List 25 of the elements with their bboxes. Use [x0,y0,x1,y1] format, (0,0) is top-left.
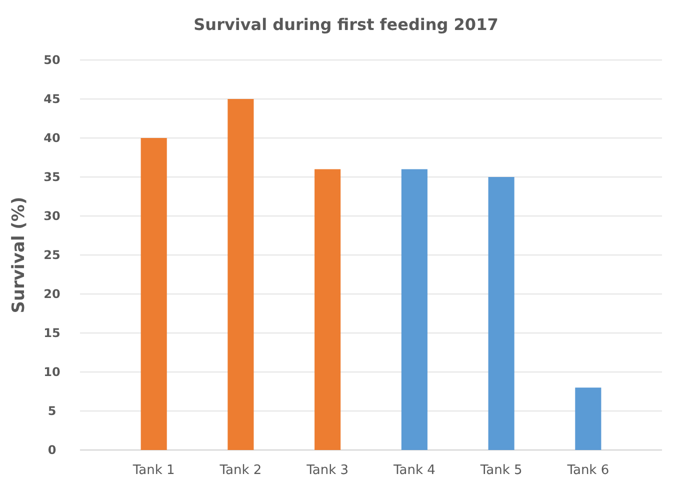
bar [140,138,167,450]
y-tick-label: 40 [44,131,60,146]
y-tick-label: 20 [44,287,60,302]
y-tick-label: 30 [44,209,60,224]
bar [314,169,341,450]
y-tick-label: 35 [44,170,60,184]
y-tick-label: 25 [44,248,60,262]
bar [488,177,514,450]
y-tick-label: 45 [44,92,60,106]
x-tick-label: Tank 1 [132,463,175,478]
y-tick-label: 50 [44,53,60,68]
x-tick-label: Tank 3 [306,463,349,478]
y-tick-label: 5 [48,404,56,418]
x-tick-label: Tank 4 [392,463,436,478]
bar [575,388,602,450]
bar [228,99,254,450]
x-tick-label: Tank 6 [566,463,610,478]
x-tick-label: Tank 2 [218,463,262,478]
y-tick-label: 10 [44,365,60,380]
y-tick-label: 0 [48,443,56,458]
y-axis-title: Survival (%) [9,196,29,314]
chart-title: Survival during first feeding 2017 [194,15,498,34]
x-tick-label: Tank 5 [479,463,522,478]
bar [401,169,428,450]
y-tick-label: 15 [44,326,60,340]
